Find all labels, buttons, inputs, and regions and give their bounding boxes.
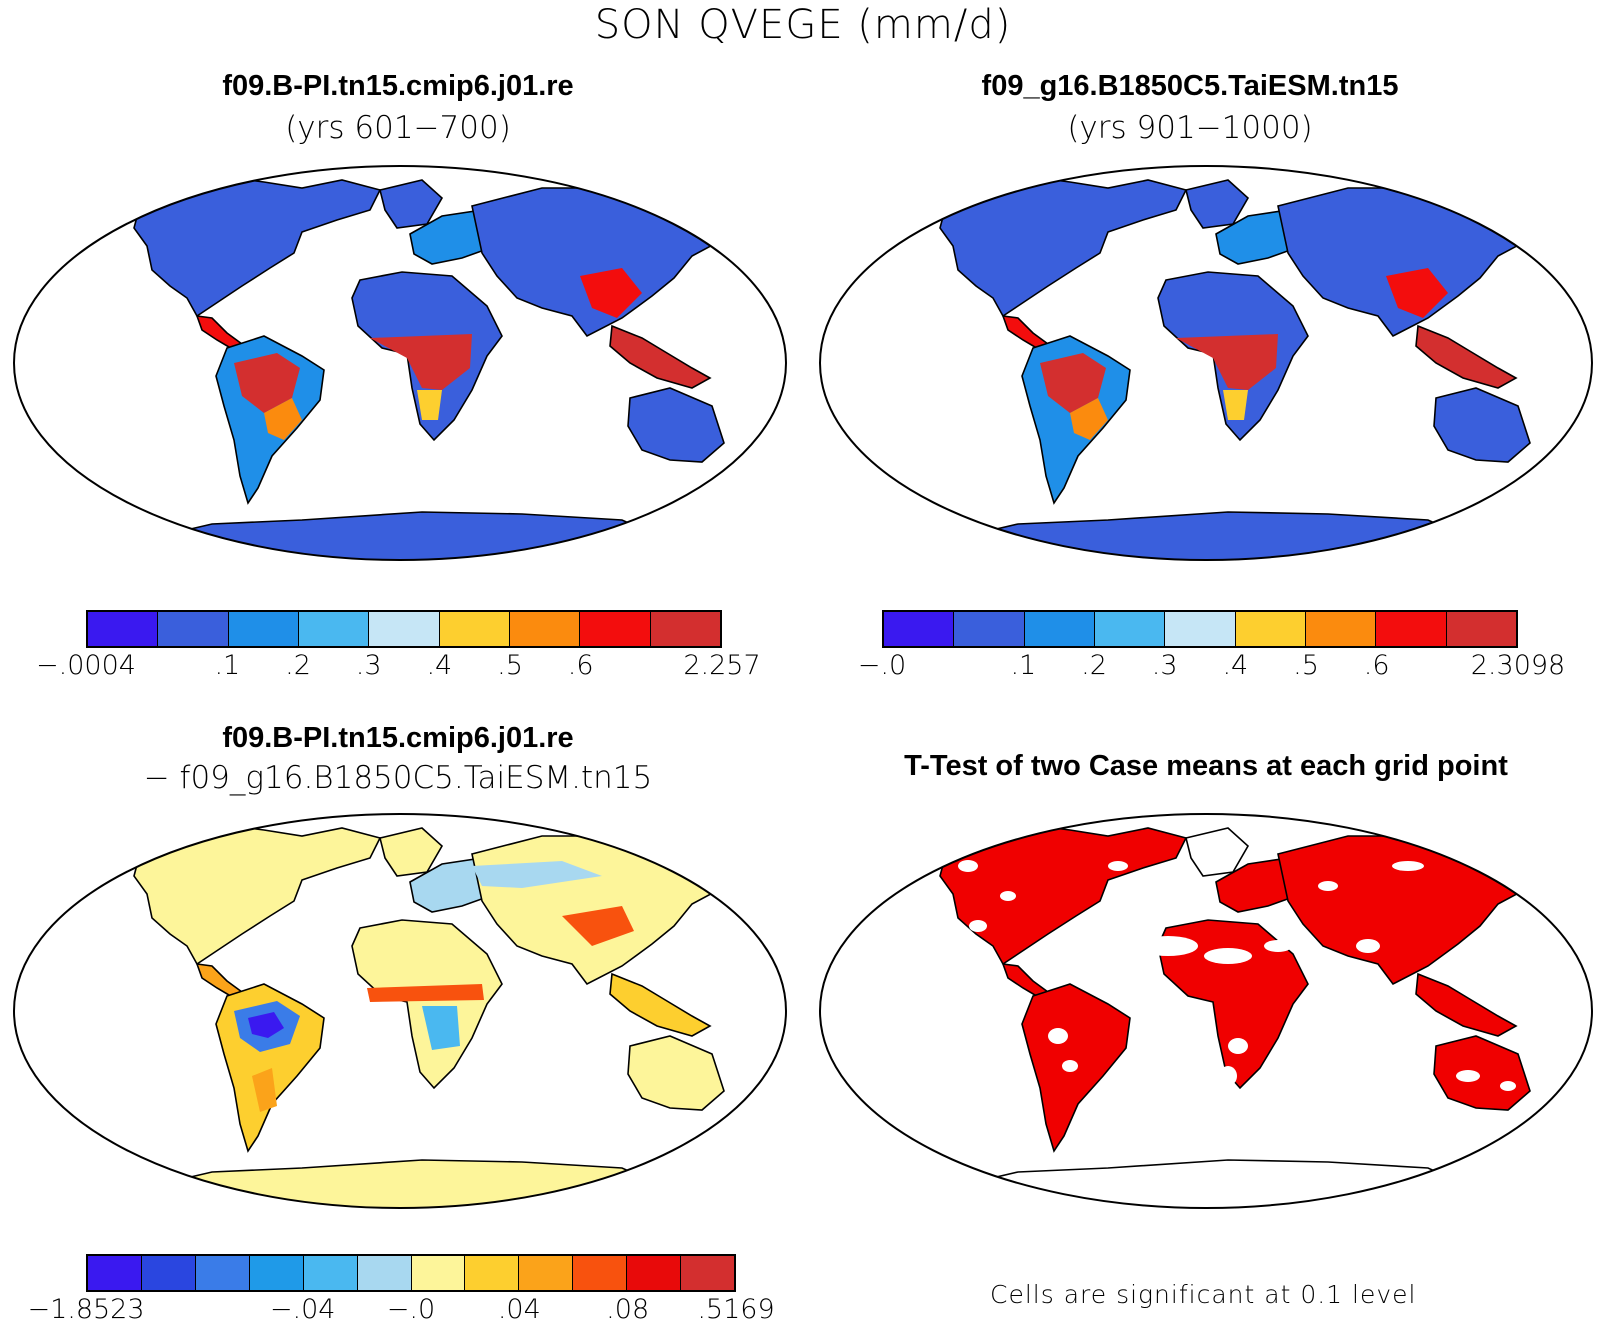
colorbar-label: .1 bbox=[1010, 650, 1037, 681]
colorbar-swatch bbox=[465, 1256, 520, 1290]
colorbar-swatch bbox=[141, 1256, 196, 1290]
colorbar-swatch bbox=[249, 1256, 304, 1290]
colorbar-swatch bbox=[158, 612, 229, 646]
land-australia bbox=[1433, 387, 1531, 463]
land-seAsia bbox=[609, 324, 712, 389]
colorbar-label: .4 bbox=[426, 650, 453, 681]
colorbar-swatch bbox=[1235, 612, 1306, 646]
colorbar-swatch bbox=[954, 612, 1025, 646]
colorbar-swatch bbox=[650, 612, 720, 646]
colorbar-swatch bbox=[411, 1256, 466, 1290]
colorbar-swatch bbox=[439, 612, 510, 646]
colorbar-swatch bbox=[580, 612, 651, 646]
panel4-title: T-Test of two Case means at each grid po… bbox=[904, 750, 1508, 782]
colorbar-swatch bbox=[1446, 612, 1516, 646]
colorbar-label: −.04 bbox=[269, 1294, 336, 1325]
panel1-subtitle: (yrs 601−700) bbox=[285, 110, 511, 146]
colorbar-swatch bbox=[1165, 612, 1236, 646]
colorbar-label: 2.3098 bbox=[1470, 650, 1566, 681]
map-frame bbox=[13, 813, 787, 1209]
colorbar-swatch bbox=[884, 612, 955, 646]
colorbar-swatch bbox=[88, 1256, 142, 1290]
colorbar-label: .5 bbox=[497, 650, 523, 681]
colorbar-label: .04 bbox=[497, 1294, 541, 1325]
colorbar-label: −.0004 bbox=[36, 650, 136, 681]
panel3-title: f09.B-PI.tn15.cmip6.j01.re bbox=[222, 722, 574, 754]
colorbar-swatch bbox=[369, 612, 440, 646]
colorbar-label: .08 bbox=[606, 1294, 650, 1325]
colorbar-label: .2 bbox=[285, 650, 311, 681]
land-australia bbox=[1433, 1035, 1531, 1111]
panel1-title: f09.B-PI.tn15.cmip6.j01.re bbox=[222, 70, 574, 102]
colorbar-swatch bbox=[195, 1256, 250, 1290]
panel3-subtitle: − f09_g16.B1850C5.TaiESM.tn15 bbox=[143, 760, 653, 796]
map-frame bbox=[13, 165, 787, 561]
panel2-colorbar bbox=[882, 610, 1518, 648]
land-africa bbox=[351, 919, 503, 1090]
colorbar-label: .6 bbox=[1363, 650, 1390, 681]
land-northAmerica bbox=[133, 823, 382, 966]
colorbar-label: 2.257 bbox=[683, 650, 761, 681]
colorbar-swatch bbox=[228, 612, 299, 646]
colorbar-swatch bbox=[357, 1256, 412, 1290]
colorbar-swatch bbox=[1094, 612, 1166, 646]
panel3-map bbox=[13, 813, 787, 1209]
panel2-subtitle: (yrs 901−1000) bbox=[1067, 110, 1313, 146]
colorbar-swatch bbox=[1305, 612, 1377, 646]
panel3-colorbar bbox=[86, 1254, 736, 1292]
colorbar-swatch bbox=[627, 1256, 682, 1290]
colorbar-swatch bbox=[519, 1256, 574, 1290]
land-seAsia bbox=[1415, 972, 1518, 1037]
land-seAsia bbox=[1415, 324, 1518, 389]
colorbar-label: .3 bbox=[355, 650, 382, 681]
colorbar-swatch bbox=[1376, 612, 1447, 646]
colorbar-label: .5169 bbox=[697, 1294, 775, 1325]
colorbar-label: .6 bbox=[567, 650, 594, 681]
land-australia bbox=[627, 1035, 725, 1111]
colorbar-swatch bbox=[681, 1256, 735, 1290]
panel4-map bbox=[819, 813, 1593, 1209]
significance-note: Cells are significant at 0.1 level bbox=[990, 1280, 1417, 1309]
colorbar-label: .5 bbox=[1293, 650, 1319, 681]
colorbar-swatch bbox=[88, 612, 159, 646]
land-seAsia bbox=[609, 972, 712, 1037]
land-africa bbox=[1157, 919, 1309, 1090]
colorbar-label: .4 bbox=[1222, 650, 1249, 681]
colorbar-label: −.0 bbox=[386, 1294, 436, 1325]
panel2-title: f09_g16.B1850C5.TaiESM.tn15 bbox=[981, 70, 1399, 102]
land-northAmerica bbox=[133, 175, 382, 318]
land-northAmerica bbox=[939, 823, 1188, 966]
colorbar-swatch bbox=[298, 612, 370, 646]
land-northAmerica bbox=[939, 175, 1188, 318]
colorbar-label: −1.8523 bbox=[27, 1294, 145, 1325]
colorbar-label: .3 bbox=[1151, 650, 1178, 681]
colorbar-swatch bbox=[573, 1256, 628, 1290]
panel1-map bbox=[13, 165, 787, 561]
colorbar-swatch bbox=[303, 1256, 358, 1290]
map-frame bbox=[819, 813, 1593, 1209]
colorbar-label: −.0 bbox=[857, 650, 907, 681]
colorbar-swatch bbox=[509, 612, 581, 646]
panel1-colorbar bbox=[86, 610, 722, 648]
land-asia bbox=[1277, 835, 1555, 986]
panel2-map bbox=[819, 165, 1593, 561]
colorbar-swatch bbox=[1024, 612, 1095, 646]
colorbar-label: .1 bbox=[214, 650, 241, 681]
figure-title: SON QVEGE (mm/d) bbox=[594, 2, 1012, 48]
land-australia bbox=[627, 387, 725, 463]
colorbar-label: .2 bbox=[1081, 650, 1107, 681]
map-frame bbox=[819, 165, 1593, 561]
